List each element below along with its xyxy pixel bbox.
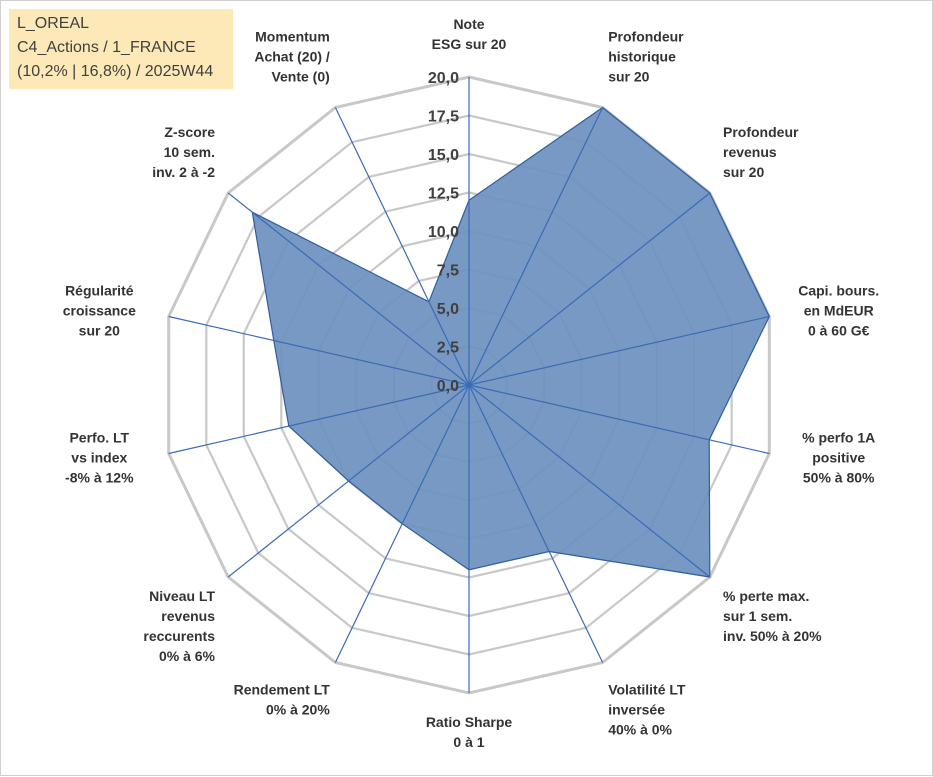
axis-spoke <box>227 384 470 578</box>
axis-label: Profondeur historique sur 20 <box>608 29 684 85</box>
axis-label-line: ESG sur 20 <box>432 36 507 52</box>
tick-label: 5,0 <box>437 301 459 318</box>
axis-label-line: 0% à 6% <box>159 648 216 664</box>
tick-label: 17,5 <box>428 109 459 126</box>
label-layer: Note ESG sur 20 Profondeur historique sur 20… <box>63 16 879 750</box>
axis-label: Niveau LT revenus reccurents 0% à 6% <box>143 588 215 664</box>
tick-label: 10,0 <box>428 224 459 241</box>
axis-label-line: sur 1 sem. <box>723 608 792 624</box>
axis-label-line: Vente (0) <box>271 69 329 85</box>
axis-spoke <box>468 315 770 386</box>
axis-label-line: Perfo. LT <box>69 429 129 445</box>
info-category: C4_Actions / 1_FRANCE <box>17 39 196 56</box>
axis-label-line: revenus <box>161 608 215 624</box>
tick-label: 20,0 <box>428 70 459 87</box>
axis-label-line: Achat (20) / <box>254 49 330 65</box>
axis-label-line: 10 sem. <box>164 144 215 160</box>
axis-spoke <box>468 384 604 663</box>
axis-label-line: sur 20 <box>608 69 649 85</box>
axis-spoke <box>468 384 770 455</box>
axis-label-line: inversée <box>608 701 665 717</box>
axis-spoke <box>227 192 470 386</box>
axis-label: Perfo. LT vs index -8% à 12% <box>65 429 134 485</box>
tick-layer: 0,0 2,5 5,0 7,5 10,0 12,5 15,0 17,5 20,0 <box>428 70 459 395</box>
tick-label: 2,5 <box>437 340 459 357</box>
axis-label-line: Momentum <box>255 29 330 45</box>
axis-label-line: Profondeur <box>608 29 684 45</box>
axis-spoke <box>334 384 470 663</box>
axis-label-line: vs index <box>71 449 127 465</box>
axis-label: Ratio Sharpe 0 à 1 <box>426 714 513 750</box>
axis-label-line: positive <box>812 449 865 465</box>
axis-label-line: 0% à 20% <box>266 701 330 717</box>
axis-label: Z-score 10 sem. inv. 2 à -2 <box>152 124 215 180</box>
axis-label: % perte max. sur 1 sem. inv. 50% à 20% <box>723 588 822 644</box>
axis-label-line: Capi. bours. <box>798 283 879 299</box>
axis-label-line: 50% à 80% <box>803 469 875 485</box>
tick-label: 12,5 <box>428 186 459 203</box>
axis-label-line: Profondeur <box>723 124 799 140</box>
axis-label-line: sur 20 <box>723 164 764 180</box>
info-stats: (10,2% | 16,8%) / 2025W44 <box>17 63 214 80</box>
axis-label-line: -8% à 12% <box>65 469 134 485</box>
axis-label-line: sur 20 <box>79 323 120 339</box>
axis-spoke <box>168 384 470 455</box>
axis-label-line: Ratio Sharpe <box>426 714 513 730</box>
axis-label-line: revenus <box>723 144 777 160</box>
axis-label: Profondeur revenus sur 20 <box>723 124 799 180</box>
axis-spoke <box>468 107 604 386</box>
axis-spoke <box>334 107 470 386</box>
series-layer <box>251 106 770 578</box>
axis-label-line: Volatilité LT <box>608 681 686 697</box>
axis-label-line: % perte max. <box>723 588 809 604</box>
info-ticker: L_OREAL <box>17 15 90 32</box>
axis-label-line: historique <box>608 49 676 65</box>
axis-label-line: 0 à 60 G€ <box>808 323 870 339</box>
axis-label-line: inv. 50% à 20% <box>723 628 822 644</box>
axis-spoke <box>168 315 470 386</box>
data-area <box>251 106 770 578</box>
axis-label-line: Note <box>453 16 484 32</box>
tick-label: 7,5 <box>437 263 459 280</box>
tick-label: 15,0 <box>428 147 459 164</box>
axis-label-line: Z-score <box>164 124 215 140</box>
axis-spoke <box>468 192 711 386</box>
axis-label-line: 40% à 0% <box>608 721 672 737</box>
axis-label: Volatilité LT inversée 40% à 0% <box>608 681 686 737</box>
axis-label-line: Niveau LT <box>149 588 215 604</box>
axis-label: Régularité croissance sur 20 <box>63 283 136 339</box>
axis-label-line: Rendement LT <box>234 681 331 697</box>
info-box: L_OREAL C4_Actions / 1_FRANCE (10,2% | 1… <box>9 9 233 89</box>
axis-label: Note ESG sur 20 <box>432 16 507 52</box>
axis-label-line: % perfo 1A <box>802 429 875 445</box>
axis-spoke <box>468 384 711 578</box>
axis-label: Capi. bours. en MdEUR 0 à 60 G€ <box>798 283 879 339</box>
axis-label-line: Régularité <box>65 283 134 299</box>
axis-label-line: 0 à 1 <box>453 734 484 750</box>
axis-label-line: en MdEUR <box>804 303 874 319</box>
axis-label: Rendement LT 0% à 20% <box>234 681 331 717</box>
tick-label: 0,0 <box>437 378 459 395</box>
axis-label-line: inv. 2 à -2 <box>152 164 215 180</box>
axis-label-line: reccurents <box>143 628 215 644</box>
axis-label: % perfo 1A positive 50% à 80% <box>802 429 875 485</box>
axis-label: Momentum Achat (20) / Vente (0) <box>254 29 330 85</box>
axis-label-line: croissance <box>63 303 136 319</box>
spoke-layer <box>168 77 770 693</box>
